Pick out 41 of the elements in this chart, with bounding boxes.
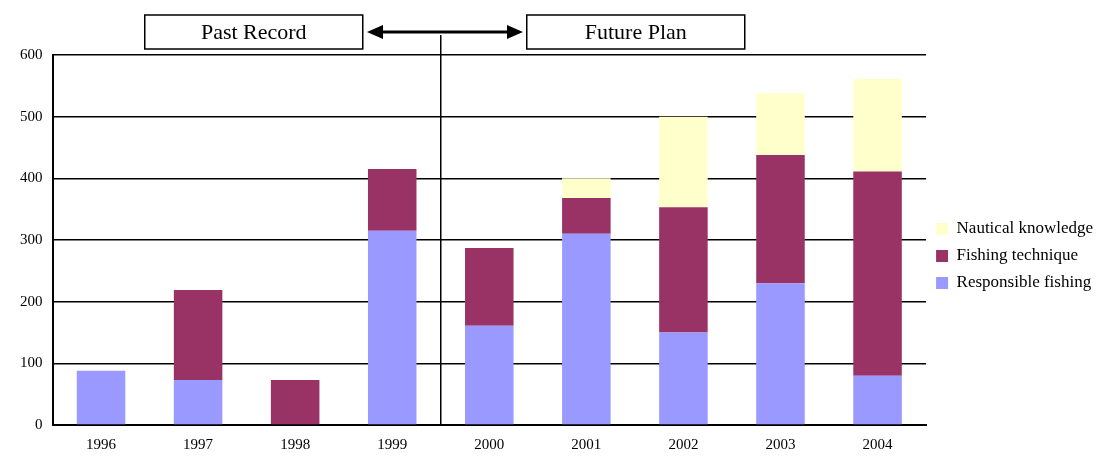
bar <box>173 379 223 425</box>
bar <box>756 93 805 155</box>
bar <box>756 154 805 284</box>
x-tick-label: 1999 <box>377 435 408 452</box>
y-tick-label: 400 <box>20 169 43 186</box>
text: Future Plan <box>584 18 687 44</box>
x-tick-label: 1996 <box>86 435 117 452</box>
bar <box>367 169 417 231</box>
legend-label: Fishing technique <box>956 245 1078 265</box>
bar <box>659 332 708 425</box>
y-tick-label: 200 <box>20 292 43 309</box>
bar <box>562 198 611 234</box>
y-tick-label: 500 <box>20 107 43 124</box>
bar <box>367 230 417 425</box>
bar <box>853 171 902 376</box>
legend-label: Nautical knowledge <box>956 218 1094 238</box>
bar <box>270 379 320 425</box>
y-tick-label: 0 <box>35 415 43 432</box>
y-tick-label: 600 <box>20 45 43 62</box>
x-tick-label: 2004 <box>862 435 894 452</box>
bar <box>853 79 902 172</box>
bar <box>465 325 514 425</box>
bar <box>756 283 805 425</box>
x-tick-label: 2002 <box>668 435 699 452</box>
bar <box>76 370 126 425</box>
bar <box>562 233 611 425</box>
x-tick-label: 2003 <box>765 435 796 452</box>
bar <box>659 207 708 333</box>
legend-label: Responsible fishing <box>956 272 1092 292</box>
bar <box>173 289 223 380</box>
bar <box>659 116 708 208</box>
y-tick-label: 100 <box>20 354 43 371</box>
bar <box>853 375 902 425</box>
bar <box>465 248 514 326</box>
x-tick-label: 2001 <box>571 435 602 452</box>
y-tick-label: 300 <box>20 230 43 247</box>
x-tick-label: 2000 <box>474 435 505 452</box>
bar <box>562 178 611 199</box>
text: Past Record <box>200 18 307 44</box>
x-tick-label: 1997 <box>183 435 214 452</box>
x-tick-label: 1998 <box>280 435 311 452</box>
